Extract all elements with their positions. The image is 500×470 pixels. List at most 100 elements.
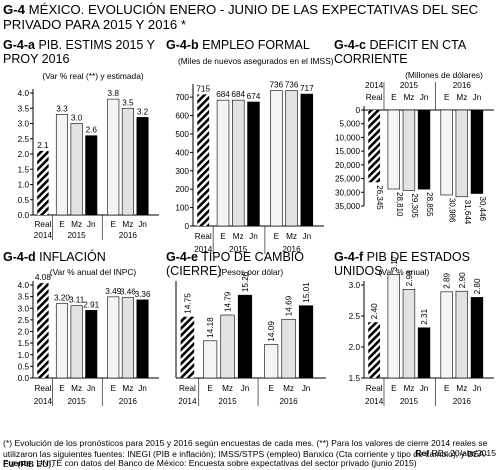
category-label: Jn xyxy=(87,384,96,393)
data-label: 4.08 xyxy=(35,273,51,282)
y-tick-label: 1.0 xyxy=(18,181,30,190)
data-label: 715 xyxy=(196,84,210,93)
chart-d: 0.0 0.5 1.0 1.5 2.0 2.5 3.0 3.5 4.0 4.08 Real 3.20 E… xyxy=(18,273,159,406)
category-label: Jn xyxy=(138,220,147,229)
group-label: 2016 xyxy=(453,397,472,406)
footnote: (*) Evolución de los pronósticos para 20… xyxy=(3,438,488,469)
group-label: 2015 xyxy=(67,231,86,240)
chart-a: 0.0 0.5 1.0 1.5 2.0 2.5 3.0 3.5 4.0 2.1 Real 3.3 E 3.… xyxy=(18,89,159,240)
panel-f-title: PIB DE ESTADOS UNIDOS xyxy=(334,250,470,278)
y-tick-label: 300 xyxy=(175,167,189,176)
panel-d-code: G-4-d xyxy=(3,250,36,264)
data-label: 28,810 xyxy=(395,192,404,217)
category-label: E xyxy=(268,384,274,393)
y-tick-label: 3.5 xyxy=(18,104,30,113)
panel-e: G-4-e TIPO DE CAMBIO (CIERRE) (Pesos por… xyxy=(166,250,331,410)
data-label: 717 xyxy=(300,84,314,93)
data-label: 14.79 xyxy=(224,291,233,312)
category-label: E xyxy=(111,384,117,393)
source-label: Fuente: xyxy=(3,458,35,468)
data-label: 2.1 xyxy=(37,141,49,150)
y-tick-label: 200 xyxy=(175,185,189,194)
y-tick-label: 15,000 xyxy=(335,147,360,156)
panel-b: G-4-b EMPLEO FORMAL (Miles de nuevos ase… xyxy=(166,38,334,254)
y-tick-label: 2.5 xyxy=(18,316,30,325)
bar xyxy=(197,94,210,226)
y-tick-label: 0.0 xyxy=(18,374,30,383)
data-label: 14.69 xyxy=(285,295,294,316)
y-tick-label: 0.5 xyxy=(18,196,30,205)
category-label: Real xyxy=(34,220,51,229)
category-label: E xyxy=(207,384,213,393)
reference-label: Ref xyxy=(415,448,430,458)
category-label: E xyxy=(444,384,450,393)
bar xyxy=(107,98,120,216)
data-label: 26,345 xyxy=(375,185,384,210)
group-label: 2016 xyxy=(282,245,301,254)
panel-e-heading: G-4-e TIPO DE CAMBIO (CIERRE) xyxy=(166,250,331,278)
y-tick-label: 400 xyxy=(175,148,189,157)
data-label: 2.6 xyxy=(86,126,98,135)
data-label: 14.75 xyxy=(183,293,192,314)
data-label: 3.49 xyxy=(105,287,121,296)
bar xyxy=(121,297,134,379)
bar xyxy=(455,290,469,379)
group-label: 2014 xyxy=(34,397,53,406)
data-label: 28,855 xyxy=(425,192,434,217)
y-tick-label: 35,000 xyxy=(335,202,360,211)
bar xyxy=(55,114,68,216)
data-label: 3.5 xyxy=(122,98,134,107)
category-label: E xyxy=(444,93,450,102)
data-label: 30,986 xyxy=(448,198,457,223)
y-tick-label: 25,000 xyxy=(335,175,360,184)
bar xyxy=(121,107,134,216)
y-tick-label: 3.0 xyxy=(18,120,30,129)
bar xyxy=(37,150,49,215)
data-label: 3.0 xyxy=(71,114,83,123)
panel-b-subtitle: (Miles de nuevos asegurados en el IMSS) xyxy=(178,56,334,66)
category-label: Mz xyxy=(122,384,133,393)
panel-a-subtitle: (Var % real (**) y estimada) xyxy=(42,71,144,81)
page-title-code: G-4 xyxy=(3,2,25,17)
data-label: 2.40 xyxy=(370,303,379,319)
data-label: 2.80 xyxy=(473,278,482,294)
bar xyxy=(368,322,381,378)
chart-f: 1.5 2.0 2.5 3.0 2.40 Real 3.17 E 2.93 Mz 2.31 Jn 2.8… xyxy=(349,255,494,406)
bar xyxy=(470,297,484,379)
category-label: Jn xyxy=(87,220,96,229)
data-label: 736 xyxy=(270,81,284,90)
panel-e-title: TIPO DE CAMBIO (CIERRE) xyxy=(166,250,304,278)
bar xyxy=(285,90,298,227)
y-tick-label: 500 xyxy=(175,130,189,139)
bar xyxy=(440,291,453,379)
data-label: 2.89 xyxy=(443,272,452,288)
data-label: 3.46 xyxy=(120,288,136,297)
panel-a-title: PIB. ESTIMS 2015 Y PROY 2016 xyxy=(3,38,155,66)
y-tick-label: 700 xyxy=(175,93,189,102)
panel-b-title: EMPLEO FORMAL xyxy=(202,38,310,52)
y-tick-label: 2.5 xyxy=(18,135,30,144)
bar xyxy=(237,294,253,379)
category-label: Mz xyxy=(283,384,294,393)
bar xyxy=(417,109,431,190)
data-label: 29,305 xyxy=(410,193,419,218)
category-label: Jn xyxy=(302,384,311,393)
bar xyxy=(202,340,218,379)
y-tick-label: 1.5 xyxy=(18,165,30,174)
bar xyxy=(298,305,314,379)
reference-text: REc 20/abr/2015 xyxy=(431,448,497,458)
category-label: Mz xyxy=(456,384,467,393)
group-label: 2016 xyxy=(453,81,472,90)
panel-d: G-4-d INFLACIÓN (Var % anual del INPC) 0… xyxy=(3,250,163,410)
category-label: Real xyxy=(34,384,51,393)
category-label: Real xyxy=(366,93,383,102)
y-tick-label: 0.0 xyxy=(18,211,30,220)
y-tick-label: 5,000 xyxy=(340,120,361,129)
data-label: 15.26 xyxy=(241,271,250,292)
bar xyxy=(136,299,149,379)
y-tick-label: 1.5 xyxy=(18,339,30,348)
bar xyxy=(470,109,484,194)
y-tick-label: 20,000 xyxy=(335,161,360,170)
panel-e-code: G-4-e xyxy=(166,250,198,264)
y-tick-label: 1.0 xyxy=(18,351,30,360)
